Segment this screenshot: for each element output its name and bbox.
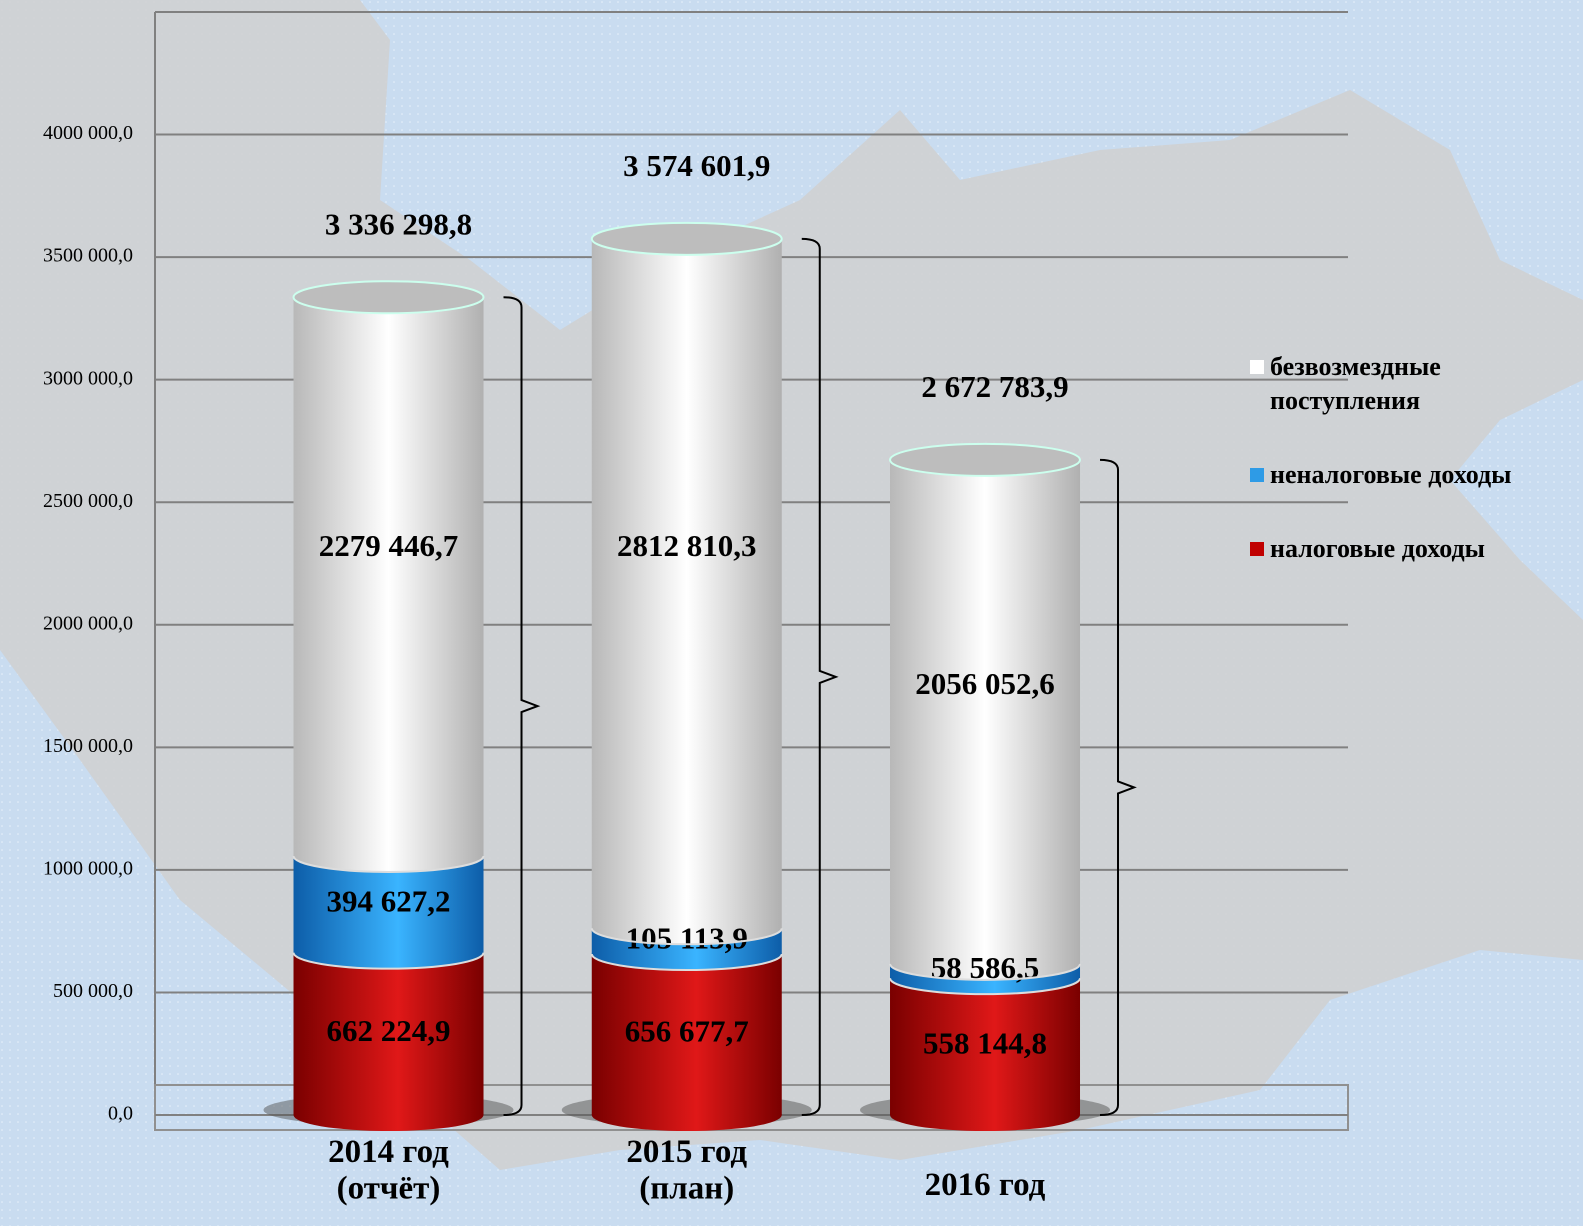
legend-swatch [1250, 360, 1264, 374]
segment-bottom [591, 912, 782, 945]
y-tick-label: 1500 000,0 [43, 735, 133, 757]
total-bracket [503, 296, 541, 1116]
value-label: 394 627,2 [327, 883, 451, 918]
bar-segment [591, 238, 782, 929]
bar-segment [293, 297, 484, 856]
segment-bottom [293, 936, 484, 969]
value-label: 2812 810,3 [617, 528, 757, 563]
y-tick-label: 3500 000,0 [43, 245, 133, 267]
segment-bottom [591, 1099, 782, 1131]
segment-bottom [293, 1099, 484, 1131]
bar-segment [890, 459, 1081, 964]
bar-top [590, 221, 783, 256]
segment-edge [590, 953, 783, 972]
legend: безвозмездные поступления неналоговые дох… [1250, 350, 1570, 606]
legend-label: неналоговые доходы [1270, 460, 1512, 489]
segment-bottom [293, 839, 484, 872]
value-label: 662 224,9 [327, 1013, 451, 1048]
total-bracket [801, 237, 839, 1116]
legend-swatch [1250, 468, 1264, 482]
total-label: 2 672 783,9 [921, 369, 1068, 404]
legend-item: безвозмездные поступления [1250, 350, 1570, 418]
segment-edge [292, 855, 485, 873]
bar-segment [293, 952, 484, 1115]
bar-segment [890, 978, 1081, 1115]
segment-bottom [591, 938, 782, 971]
segment-edge [590, 928, 783, 946]
segment-bottom [890, 1099, 1081, 1131]
bar-top [889, 442, 1082, 477]
legend-label: налоговые доходы [1270, 534, 1485, 563]
value-label: 2279 446,7 [319, 528, 459, 563]
bar-top [292, 280, 485, 315]
legend-swatch [1250, 542, 1264, 556]
y-tick-label: 0,0 [108, 1103, 133, 1125]
y-tick-label: 2000 000,0 [43, 612, 133, 634]
x-tick-label: 2016 год [925, 1167, 1046, 1203]
bar-segment [591, 954, 782, 1115]
total-label: 3 336 298,8 [325, 206, 472, 241]
y-tick-label: 500 000,0 [53, 980, 133, 1002]
y-tick-label: 2500 000,0 [43, 490, 133, 512]
segment-edge [889, 977, 1082, 996]
value-label: 558 144,8 [923, 1026, 1047, 1061]
value-label: 2056 052,6 [915, 666, 1055, 701]
total-label: 3 574 601,9 [623, 148, 770, 183]
value-label: 105 113,9 [626, 920, 748, 955]
y-tick-label: 1000 000,0 [43, 857, 133, 879]
legend-item: неналоговые доходы [1250, 458, 1570, 492]
legend-item: налоговые доходы [1250, 532, 1570, 566]
y-tick-label: 4000 000,0 [43, 122, 133, 144]
x-tick-label: 2014 год (отчёт) [328, 1134, 449, 1206]
segment-edge [889, 963, 1082, 981]
segment-edge [292, 952, 485, 970]
value-label: 656 677,7 [625, 1014, 749, 1049]
x-tick-label: 2015 год (план) [626, 1134, 747, 1206]
total-bracket [1100, 458, 1137, 1116]
segment-bottom [890, 947, 1081, 980]
legend-label: безвозмездные поступления [1270, 352, 1441, 415]
y-tick-label: 3000 000,0 [43, 367, 133, 389]
